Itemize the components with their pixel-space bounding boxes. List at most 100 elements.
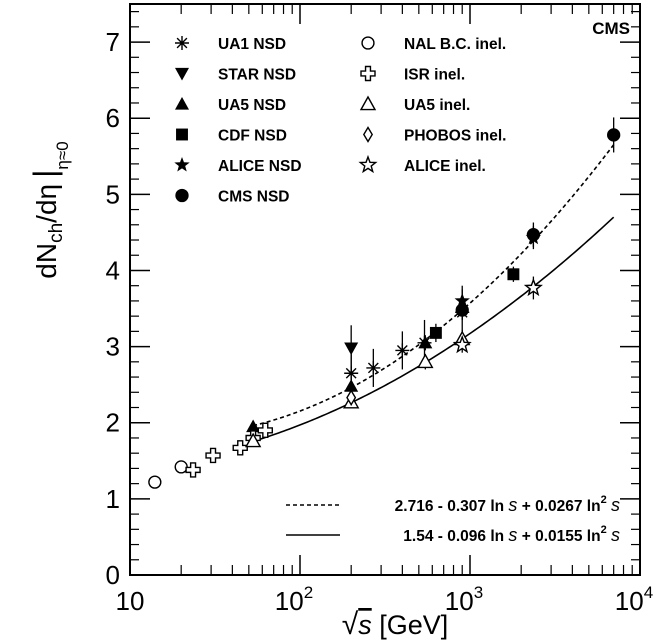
legend-item: ALICE inel. <box>358 154 486 175</box>
series-phobos-inel- <box>346 389 357 406</box>
x-tick-label-exponent: 2 <box>304 583 313 602</box>
legend-label: ALICE inel. <box>404 158 486 175</box>
x-tick-label-base: 10 <box>445 586 474 616</box>
legend-item: ISR inel. <box>360 65 465 84</box>
y-axis-label-sub-eta: η≈0 <box>53 141 72 169</box>
y-tick-label: 3 <box>106 332 120 362</box>
legend-label: UA1 NSD <box>218 36 286 53</box>
legend-marker <box>175 188 189 203</box>
legend-label: ALICE NSD <box>218 158 302 175</box>
series-cms-nsd <box>455 117 621 320</box>
legend-label: ISR inel. <box>404 67 465 84</box>
legend-marker <box>174 156 190 172</box>
data-point <box>244 432 262 448</box>
x-tick-label: 103 <box>445 583 483 616</box>
legend-item: ALICE NSD <box>174 156 302 175</box>
fit-legend-label-part: 2 <box>601 494 607 506</box>
x-tick-label-base: 10 <box>615 586 644 616</box>
fit-legend-label-part: 1.54 - 0.096 ln <box>403 528 508 545</box>
legend-label: NAL B.C. inel. <box>404 36 506 53</box>
fit-legend-label-part: 2.716 - 0.307 ln <box>395 498 509 515</box>
legend-item: UA1 NSD <box>175 36 286 53</box>
legend-label: STAR NSD <box>218 67 296 84</box>
fit-legend-label-part: s <box>508 495 517 515</box>
fit-legend-label-part: + 0.0267 ln <box>517 498 600 515</box>
data-point <box>429 326 442 339</box>
y-axis-label: dNch/dη|η≈0 <box>27 141 72 278</box>
y-tick-label: 5 <box>106 179 120 209</box>
x-tick-label: 104 <box>615 583 653 616</box>
legend-marker <box>175 67 189 81</box>
fit-legend-item: 2.716 - 0.307 ln s + 0.0267 ln2 s <box>286 494 620 515</box>
legend-marker <box>361 36 375 50</box>
fit-curves <box>252 144 615 443</box>
fit-legend-label-part: + 0.0155 ln <box>517 528 600 545</box>
series-isr-inel- <box>185 422 273 478</box>
data-point <box>344 366 359 381</box>
legend-label: CDF NSD <box>218 128 287 145</box>
data-point <box>344 342 359 356</box>
fit-legend-label-part: s <box>508 525 517 545</box>
y-tick-label: 2 <box>106 408 120 438</box>
experiment-label: CMS <box>592 19 630 38</box>
y-axis-label-sub-ch: ch <box>46 223 67 243</box>
data-point <box>232 440 248 456</box>
data-point <box>523 277 543 297</box>
legend-marker <box>175 36 189 50</box>
series-alice-inel- <box>452 276 543 354</box>
legend-item: STAR NSD <box>175 67 296 84</box>
series-ua5-nsd <box>246 297 470 433</box>
legend-marker <box>362 126 374 143</box>
data-point <box>418 335 433 349</box>
fit-curve-dashed <box>252 144 615 427</box>
svg-text:dNch/dη|η≈0: dNch/dη|η≈0 <box>27 141 72 278</box>
data-point <box>507 268 520 281</box>
legend-marker <box>358 154 378 174</box>
series-ua1-nsd <box>344 285 470 393</box>
x-axis-label-sqrt: √ <box>342 608 359 641</box>
y-tick-label: 4 <box>106 255 120 285</box>
fit-legend-label-part: 2 <box>601 524 607 536</box>
y-tick-label: 6 <box>106 103 120 133</box>
series-ua5-inel- <box>244 329 471 448</box>
y-tick-label: 1 <box>106 484 120 514</box>
x-tick-label-exponent: 3 <box>474 583 483 602</box>
series-alice-nsd <box>454 226 542 313</box>
series-cdf-nsd <box>429 266 520 343</box>
series-star-nsd <box>344 325 359 371</box>
legend-item: NAL B.C. inel. <box>361 36 506 53</box>
x-tick-label: 10 <box>116 586 145 616</box>
data-point <box>346 389 357 406</box>
y-tick-label: 7 <box>106 27 120 57</box>
x-axis-label-var: s <box>358 610 372 640</box>
x-axis-label-unit: [GeV] <box>372 610 449 640</box>
fit-legend-item: 1.54 - 0.096 ln s + 0.0155 ln2 s <box>286 524 620 545</box>
data-point <box>344 379 359 392</box>
legend: UA1 NSD STAR NSD UA5 NSD CDF NSD ALICE NSD CM… <box>174 36 507 206</box>
legend-item: PHOBOS inel. <box>362 126 507 145</box>
data-point <box>607 128 621 142</box>
data-point <box>185 462 201 478</box>
fit-legend-label-part: s <box>611 495 620 515</box>
y-axis-label-deta: /dη <box>31 184 62 223</box>
series-nal-b-c-inel- <box>148 460 188 489</box>
data-points <box>148 117 621 489</box>
x-tick-label-exponent: 4 <box>644 583 653 602</box>
data-point <box>257 422 273 439</box>
legend-item: CMS NSD <box>175 189 289 206</box>
data-point <box>148 475 162 489</box>
legend-marker <box>175 97 189 110</box>
x-tick-label-base: 10 <box>275 586 304 616</box>
fit-legend: 2.716 - 0.307 ln s + 0.0267 ln2 s1.54 - … <box>286 494 620 545</box>
x-tick-label: 102 <box>275 583 313 616</box>
data-point <box>205 447 221 464</box>
data-point <box>366 360 381 375</box>
legend-item: CDF NSD <box>176 128 287 145</box>
legend-label: UA5 NSD <box>218 97 286 114</box>
data-point <box>455 303 469 317</box>
legend-marker <box>359 95 377 111</box>
data-point <box>174 460 188 474</box>
legend-marker <box>176 128 188 141</box>
